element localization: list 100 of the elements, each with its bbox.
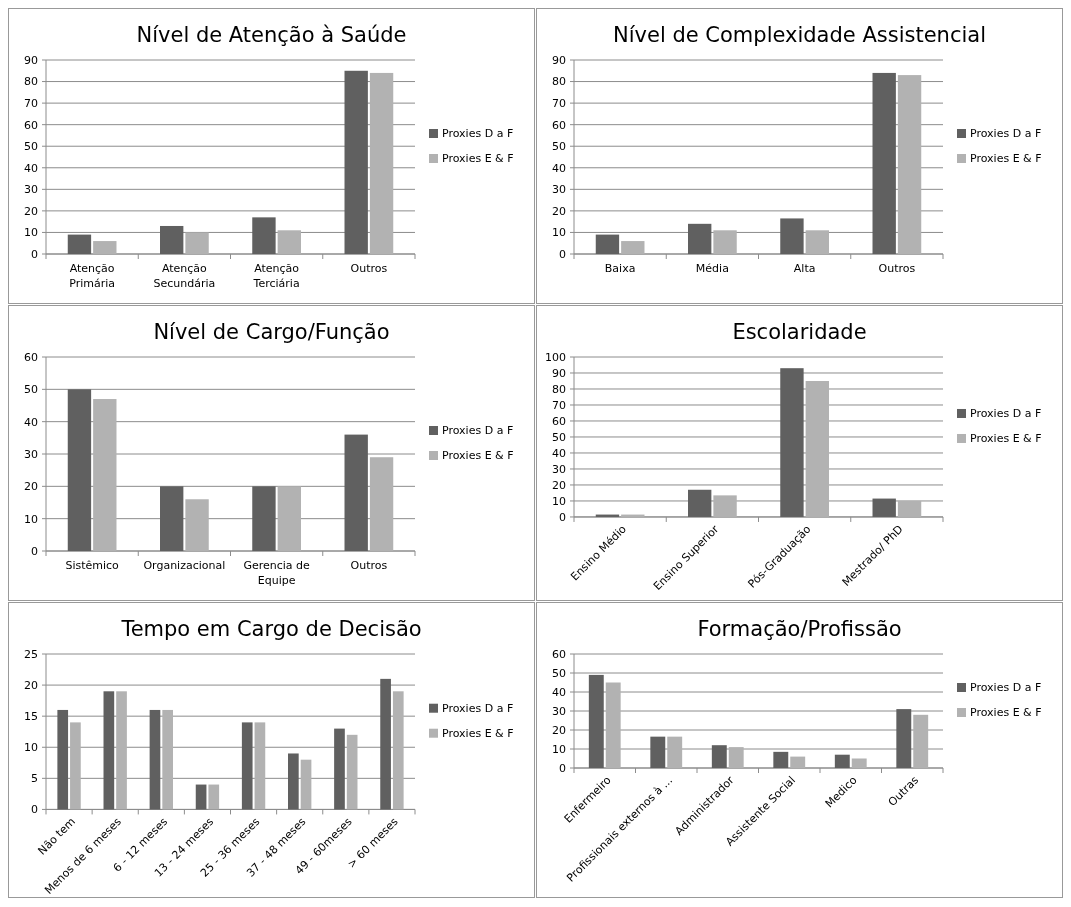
x-tick-label: Atenção Terciária bbox=[252, 262, 300, 290]
y-tick-label: 100 bbox=[545, 350, 566, 364]
y-tick-label: 10 bbox=[24, 512, 38, 526]
y-tick-label: 0 bbox=[559, 510, 566, 524]
bar bbox=[346, 734, 358, 810]
legend-label: Proxies E & F bbox=[970, 151, 1042, 165]
bar bbox=[195, 784, 207, 810]
bar bbox=[790, 756, 806, 768]
y-tick-label: 70 bbox=[24, 96, 38, 110]
bar bbox=[380, 678, 391, 810]
y-tick-label: 40 bbox=[552, 446, 566, 460]
x-tick-label: Atenção Primária bbox=[69, 262, 116, 290]
bar bbox=[773, 751, 789, 768]
bar bbox=[688, 223, 712, 254]
legend-label: Proxies D a F bbox=[970, 680, 1042, 694]
bar bbox=[588, 674, 604, 768]
bar bbox=[897, 500, 922, 517]
bar bbox=[780, 368, 804, 517]
legend-label: Proxies D a F bbox=[970, 126, 1042, 140]
y-tick-label: 40 bbox=[552, 161, 566, 175]
x-tick-label: Organizacional bbox=[143, 559, 226, 572]
chart-title: Nível de Atenção à Saúde bbox=[136, 23, 407, 47]
bar bbox=[834, 754, 850, 768]
bar bbox=[208, 784, 220, 810]
bar bbox=[392, 691, 404, 810]
bar bbox=[369, 72, 394, 254]
bar bbox=[805, 380, 829, 517]
bar bbox=[897, 75, 922, 254]
bar bbox=[252, 486, 276, 551]
y-tick-label: 0 bbox=[31, 544, 38, 558]
y-tick-label: 50 bbox=[552, 430, 566, 444]
y-tick-label: 70 bbox=[552, 398, 566, 412]
bar bbox=[300, 759, 312, 810]
bar bbox=[185, 232, 209, 254]
y-tick-label: 80 bbox=[24, 75, 38, 89]
y-tick-label: 30 bbox=[552, 462, 566, 476]
bar bbox=[241, 722, 253, 810]
x-tick-label: Outros bbox=[350, 262, 388, 275]
y-tick-label: 20 bbox=[24, 204, 38, 218]
bar bbox=[711, 745, 727, 768]
y-tick-label: 80 bbox=[552, 382, 566, 396]
y-tick-label: 30 bbox=[24, 447, 38, 461]
y-tick-label: 20 bbox=[552, 204, 566, 218]
y-tick-label: 10 bbox=[24, 741, 38, 755]
bar bbox=[595, 234, 620, 254]
legend-label: Proxies D a F bbox=[442, 423, 514, 437]
bar bbox=[872, 72, 896, 254]
y-tick-label: 30 bbox=[552, 704, 566, 718]
bar bbox=[93, 241, 117, 254]
y-tick-label: 50 bbox=[24, 383, 38, 397]
y-tick-label: 90 bbox=[552, 366, 566, 380]
y-tick-label: 60 bbox=[24, 350, 38, 364]
bar bbox=[149, 709, 161, 810]
chart-title: Nível de Complexidade Assistencial bbox=[613, 23, 986, 47]
bar bbox=[688, 489, 712, 517]
bar bbox=[851, 758, 867, 768]
y-tick-label: 10 bbox=[552, 226, 566, 240]
bar bbox=[103, 691, 115, 810]
bar bbox=[277, 230, 301, 254]
y-tick-label: 50 bbox=[552, 666, 566, 680]
x-tick-label: Sistêmico bbox=[65, 559, 120, 572]
y-tick-label: 25 bbox=[24, 647, 38, 661]
y-tick-label: 60 bbox=[552, 118, 566, 132]
bar bbox=[162, 709, 173, 810]
bar bbox=[896, 709, 912, 768]
bar bbox=[57, 709, 69, 810]
chart-title: Formação/Profissão bbox=[697, 617, 902, 641]
bar bbox=[116, 691, 127, 810]
x-tick-label: Baixa bbox=[604, 262, 636, 275]
y-tick-label: 0 bbox=[31, 247, 38, 261]
y-tick-label: 0 bbox=[559, 761, 566, 775]
y-tick-label: 40 bbox=[552, 685, 566, 699]
bar bbox=[650, 736, 666, 768]
x-tick-label: Atenção Secundária bbox=[153, 262, 216, 290]
x-tick-label: Outros bbox=[350, 559, 388, 572]
legend-label: Proxies D a F bbox=[442, 701, 514, 715]
legend-label: Proxies E & F bbox=[442, 448, 514, 462]
y-tick-label: 50 bbox=[552, 140, 566, 154]
bar bbox=[605, 682, 621, 768]
y-tick-label: 80 bbox=[552, 75, 566, 89]
bar bbox=[67, 234, 92, 254]
y-tick-label: 90 bbox=[552, 53, 566, 67]
bar bbox=[344, 70, 368, 254]
bar bbox=[67, 389, 92, 551]
bar bbox=[728, 747, 744, 768]
x-tick-label: Gerencia de Equipe bbox=[243, 559, 311, 587]
y-tick-label: 60 bbox=[552, 647, 566, 661]
x-tick-label: Média bbox=[695, 262, 729, 275]
legend-label: Proxies E & F bbox=[442, 726, 514, 740]
bar bbox=[913, 714, 929, 768]
bar bbox=[252, 217, 276, 254]
y-tick-label: 0 bbox=[31, 803, 38, 817]
legend-label: Proxies E & F bbox=[442, 151, 514, 165]
chart-title: Tempo em Cargo de Decisão bbox=[120, 617, 422, 641]
y-tick-label: 5 bbox=[31, 772, 38, 786]
y-tick-label: 10 bbox=[552, 742, 566, 756]
bar bbox=[160, 486, 184, 551]
legend-label: Proxies D a F bbox=[970, 406, 1042, 420]
y-tick-label: 20 bbox=[552, 723, 566, 737]
y-tick-label: 20 bbox=[24, 480, 38, 494]
